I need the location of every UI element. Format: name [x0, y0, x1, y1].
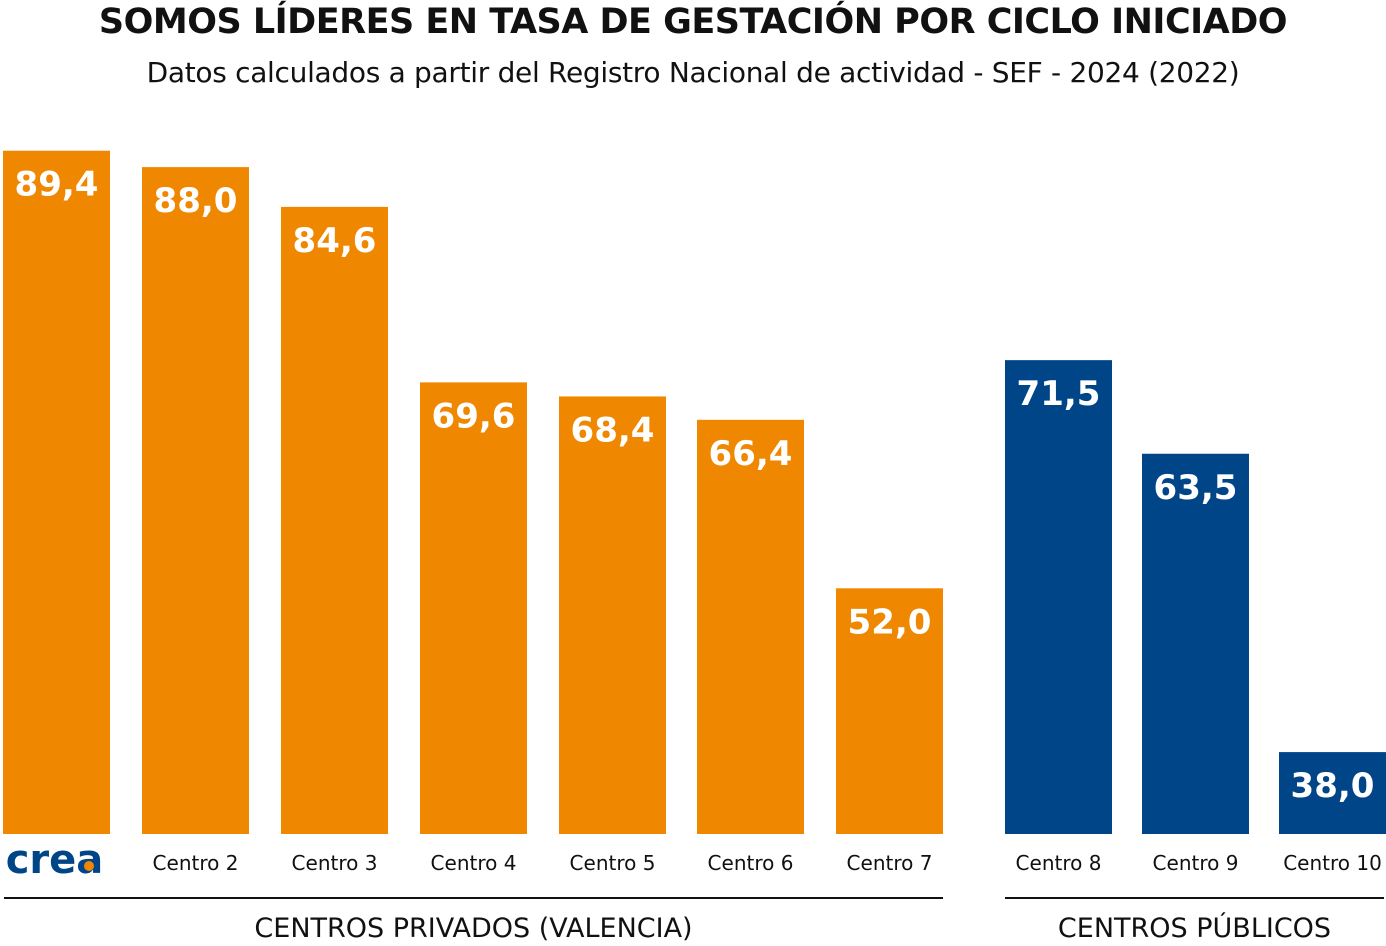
data-label: 69,6 [432, 396, 516, 436]
category-label: Centro 4 [431, 851, 517, 875]
data-label: 89,4 [15, 165, 99, 205]
bar [1142, 453, 1249, 834]
bar [420, 382, 527, 834]
data-label: 63,5 [1154, 468, 1238, 508]
bar [281, 206, 388, 834]
category-label: Centro 3 [292, 851, 378, 875]
chart-subtitle: Datos calculados a partir del Registro N… [146, 56, 1240, 89]
chart-title: SOMOS LÍDERES EN TASA DE GESTACIÓN POR C… [98, 2, 1288, 42]
category-label: Centro 8 [1016, 851, 1102, 875]
category-label: Centro 9 [1153, 851, 1239, 875]
category-label: Centro 6 [708, 851, 794, 875]
category-label: Centro 5 [570, 851, 656, 875]
crea-logo: crea [6, 837, 104, 883]
bar [836, 588, 943, 834]
data-label: 88,0 [154, 181, 238, 221]
bar [1279, 752, 1386, 834]
group-label: CENTROS PRIVADOS (VALENCIA) [254, 913, 692, 944]
category-label: Centro 7 [847, 851, 933, 875]
data-label: 52,0 [848, 602, 932, 642]
data-label: 38,0 [1291, 766, 1375, 806]
data-label: 68,4 [571, 410, 655, 450]
bar [697, 419, 804, 834]
group-label: CENTROS PÚBLICOS [1058, 912, 1331, 944]
category-label: Centro 10 [1283, 851, 1382, 875]
bar [3, 150, 110, 835]
category-label: Centro 2 [153, 851, 239, 875]
data-label: 71,5 [1017, 374, 1101, 414]
data-label: 84,6 [293, 221, 377, 261]
logo-accent-icon [84, 861, 94, 871]
bar [1005, 360, 1112, 834]
bar [142, 167, 249, 835]
bar [559, 396, 666, 834]
data-label: 66,4 [709, 434, 793, 474]
